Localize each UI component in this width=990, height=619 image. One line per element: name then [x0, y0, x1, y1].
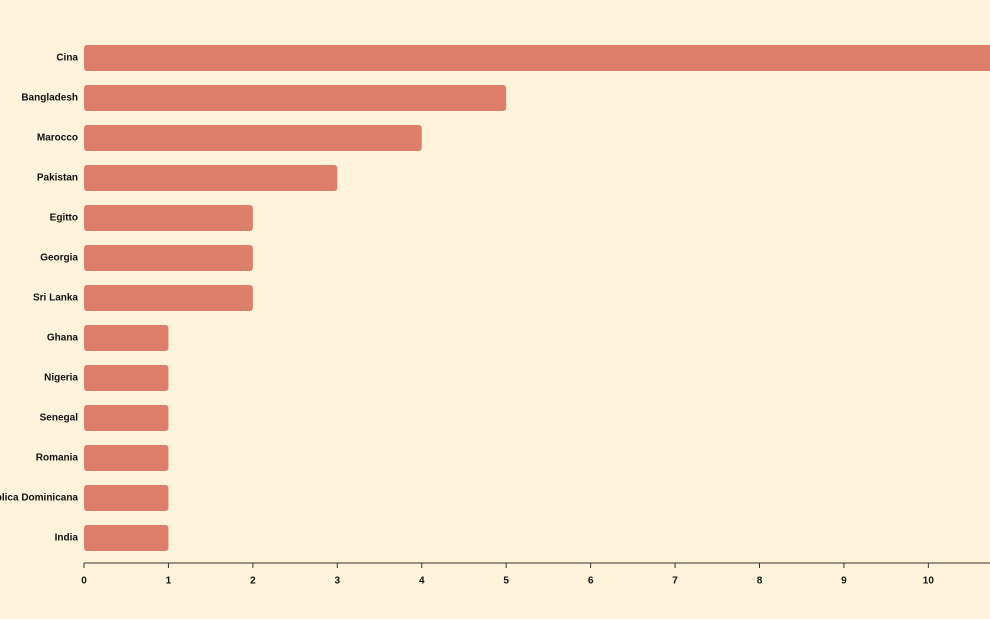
bar — [84, 85, 507, 111]
x-tick-label: 1 — [166, 576, 172, 587]
y-tick-label: Sri Lanka — [33, 293, 78, 304]
y-tick-label: Senegal — [40, 413, 79, 424]
x-tick-label: 8 — [757, 576, 763, 587]
y-tick-label: Georgia — [40, 253, 78, 264]
x-tick-label: 10 — [923, 576, 935, 587]
y-tick-label: India — [55, 533, 79, 544]
x-tick-label: 6 — [588, 576, 594, 587]
y-tick-label: Nigeria — [44, 373, 78, 384]
y-tick-label: Egitto — [50, 213, 78, 224]
y-tick-label: Pakistan — [37, 173, 78, 184]
y-tick-label: Repubblica Dominicana — [0, 493, 78, 504]
y-tick-label: Ghana — [47, 333, 79, 344]
y-tick-label: Romania — [36, 453, 79, 464]
bar — [84, 205, 253, 231]
bar — [84, 405, 169, 431]
y-tick-label: Bangladesh — [21, 93, 78, 104]
x-tick-label: 2 — [250, 576, 256, 587]
x-tick-label: 9 — [841, 576, 847, 587]
bar — [84, 165, 338, 191]
bar — [84, 525, 169, 551]
bar — [84, 285, 253, 311]
bar — [84, 245, 253, 271]
x-tick-label: 5 — [503, 576, 509, 587]
x-tick-label: 0 — [81, 576, 87, 587]
bar — [84, 445, 169, 471]
bar — [84, 485, 169, 511]
bar — [84, 125, 422, 151]
bar — [84, 325, 169, 351]
bar — [84, 45, 990, 71]
y-tick-label: Cina — [56, 53, 78, 64]
bar — [84, 365, 169, 391]
x-tick-label: 7 — [672, 576, 678, 587]
x-tick-label: 3 — [335, 576, 341, 587]
x-tick-label: 4 — [419, 576, 425, 587]
y-tick-label: Marocco — [37, 133, 78, 144]
